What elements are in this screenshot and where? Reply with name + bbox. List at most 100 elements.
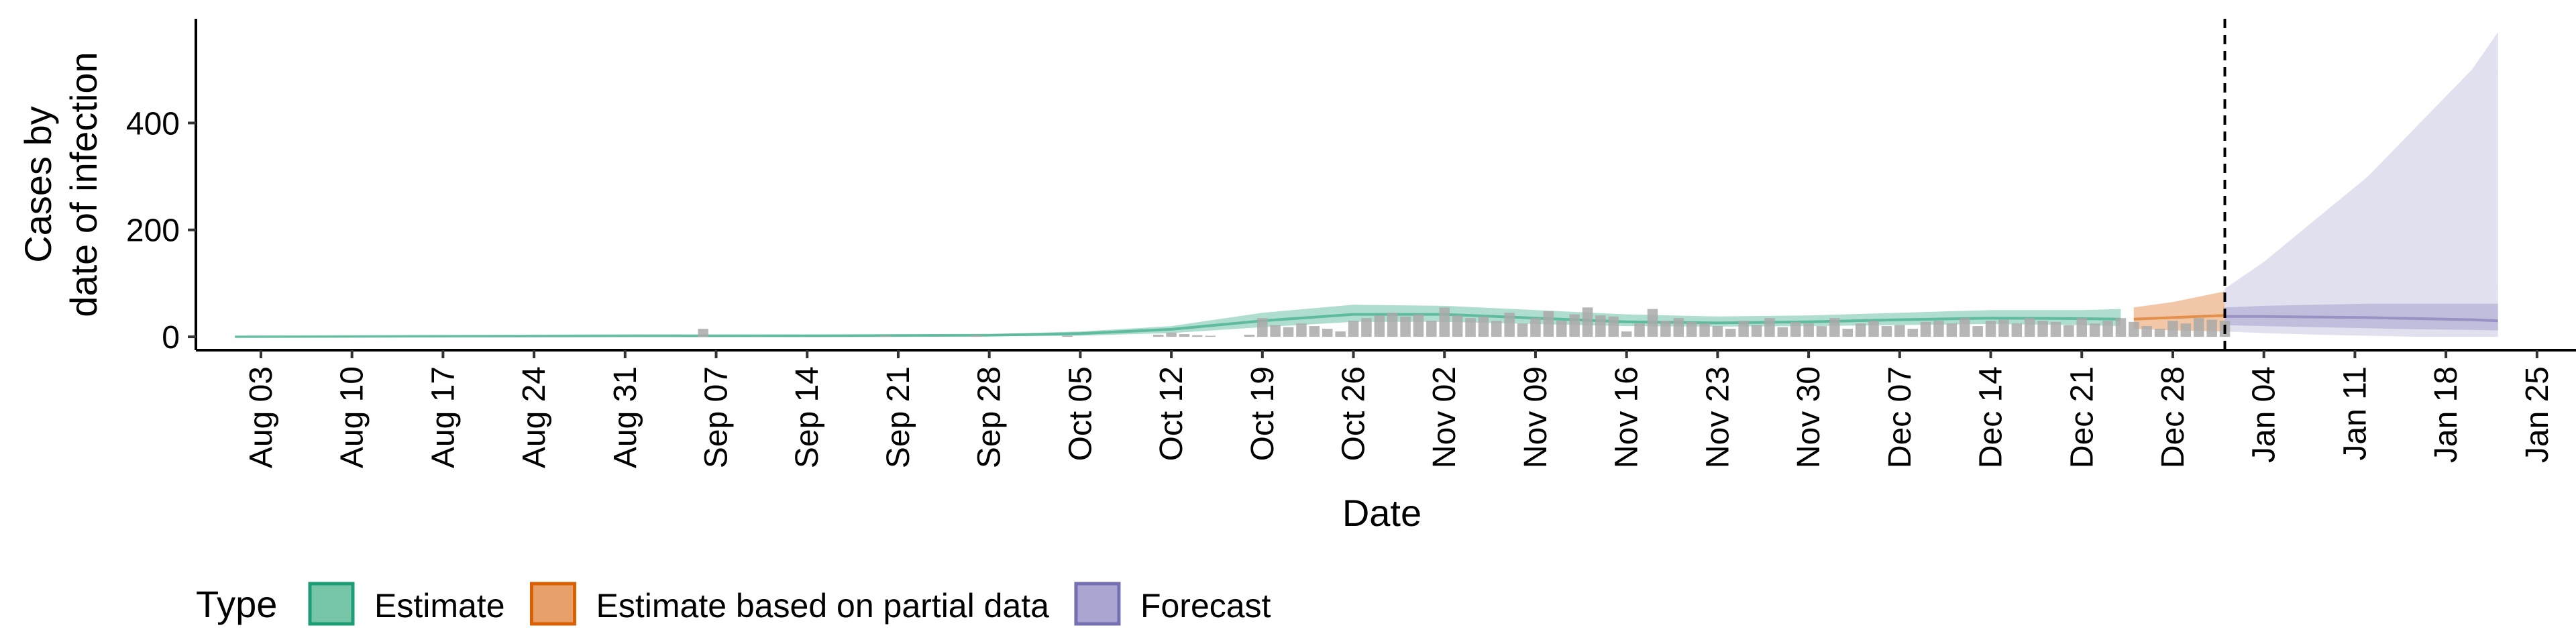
reported-case-bar — [2089, 323, 2100, 337]
estimate-median-line — [235, 313, 2121, 339]
legend-key — [308, 582, 355, 626]
reported-case-bar — [2129, 321, 2139, 337]
reported-case-bar — [1972, 326, 1983, 337]
x-tick-label: Oct 05 — [1063, 366, 1098, 461]
x-tick-label: Nov 09 — [1518, 366, 1554, 468]
reported-case-bar — [1348, 321, 1359, 337]
reported-case-bar — [1881, 326, 1892, 337]
reported-case-bar — [1920, 321, 1931, 337]
x-tick-label: Dec 21 — [2064, 366, 2100, 468]
x-tick-label: Aug 03 — [244, 366, 279, 468]
reported-case-bar — [1738, 321, 1749, 337]
reported-case-bar — [1153, 334, 1164, 337]
reported-case-bar — [1998, 319, 2009, 337]
legend-label: Estimate based on partial data — [596, 587, 1050, 625]
reported-case-bar — [2063, 325, 2074, 337]
y-axis-label-line-2: date of infection — [62, 52, 105, 317]
x-tick-label: Dec 07 — [1882, 366, 1918, 468]
reported-case-bar — [1257, 318, 1268, 337]
reported-case-bar — [1842, 329, 1853, 337]
reported-case-bar — [2050, 321, 2061, 337]
reported-case-bar — [1712, 326, 1723, 337]
x-tick-label: Oct 12 — [1154, 366, 1189, 461]
reported-case-bar — [1621, 331, 1632, 337]
x-tick-label: Oct 26 — [1336, 366, 1372, 461]
reported-case-bar — [971, 335, 981, 337]
reported-case-bar — [1517, 323, 1528, 337]
reported-case-bar — [1764, 318, 1775, 337]
reported-case-bar — [1960, 318, 1970, 337]
reported-case-bar — [1192, 335, 1203, 337]
estimate-based-on-partial-data-median-line — [2133, 314, 2225, 321]
reported-case-bar — [1608, 316, 1619, 337]
x-tick-label: Nov 16 — [1609, 366, 1645, 468]
reported-case-bar — [1283, 327, 1294, 337]
reported-case-bar — [1335, 331, 1346, 337]
x-tick-label: Sep 14 — [790, 366, 825, 468]
reported-case-bar — [1296, 323, 1307, 337]
reported-case-bar — [1803, 323, 1814, 337]
x-tick-label: Sep 07 — [699, 366, 735, 468]
x-tick-label: Jan 11 — [2337, 366, 2373, 461]
y-ticks: 0 200 400 — [126, 106, 196, 356]
reported-case-bar — [2154, 329, 2165, 337]
reported-case-bar — [1387, 313, 1398, 337]
x-tick-label: Aug 31 — [608, 366, 643, 468]
y-tick-label: 200 — [126, 213, 180, 249]
reported-case-bar — [1725, 329, 1736, 337]
reported-case-bar — [1491, 321, 1502, 337]
reported-case-bar — [1933, 321, 1944, 337]
x-tick-label: Sep 21 — [881, 366, 916, 468]
reported-case-bar — [1829, 318, 1840, 337]
reported-case-bar — [1699, 323, 1710, 337]
reported-case-bar — [2206, 319, 2217, 337]
reported-case-bar — [1400, 316, 1411, 337]
reported-case-bar — [2076, 318, 2087, 337]
reported-case-bar — [1660, 321, 1671, 337]
legend-key — [1074, 582, 1121, 626]
reported-case-bar — [2037, 321, 2048, 337]
x-tick-label: Jan 18 — [2428, 366, 2464, 463]
reported-case-bar — [1413, 314, 1424, 337]
reported-case-bar — [1686, 321, 1697, 337]
x-tick-label: Aug 24 — [517, 366, 552, 468]
reported-case-bar — [1374, 315, 1385, 337]
reported-case-bar — [1647, 309, 1658, 337]
reported-case-bar — [1504, 313, 1515, 337]
reported-case-bar — [1478, 316, 1489, 337]
forecast-band-90 — [2224, 32, 2498, 337]
x-tick-label: Nov 23 — [1700, 366, 1735, 468]
reported-case-bar — [1816, 326, 1827, 337]
x-axis-label: Date — [1342, 492, 1421, 534]
legend: Type Estimate Estimate based on partial d… — [196, 582, 1271, 626]
reported-case-bar — [2115, 318, 2127, 337]
x-tick-label: Sep 28 — [972, 366, 1008, 468]
reported-case-bar — [879, 335, 891, 337]
reported-case-bar — [1582, 307, 1593, 337]
reported-case-bar — [1062, 335, 1073, 337]
ribbon-layer — [235, 32, 2498, 339]
reported-case-bar — [1556, 321, 1567, 337]
reported-case-bar — [1166, 332, 1177, 337]
reported-case-bar — [2024, 318, 2035, 337]
reported-case-bar — [1465, 318, 1476, 337]
reported-case-bar — [1439, 307, 1450, 337]
axes — [195, 19, 2576, 352]
reported-case-bar — [2141, 326, 2152, 337]
reported-case-bar — [1868, 321, 1879, 337]
y-tick-label: 0 — [162, 320, 180, 356]
reported-case-bar — [2180, 323, 2192, 337]
reported-case-bar — [2194, 318, 2204, 337]
reported-case-bar — [1790, 321, 1801, 337]
x-tick-label: Nov 02 — [1427, 366, 1462, 468]
reported-case-bar — [1894, 325, 1905, 337]
reported-case-bar — [1751, 325, 1762, 337]
reported-case-bar — [2167, 321, 2178, 337]
x-tick-label: Nov 30 — [1791, 366, 1827, 468]
reported-case-bar — [1569, 314, 1580, 337]
legend-key — [530, 582, 577, 626]
x-tick-label: Oct 19 — [1245, 366, 1281, 461]
reported-case-bar — [2011, 323, 2023, 337]
reported-case-bar — [2102, 321, 2113, 337]
